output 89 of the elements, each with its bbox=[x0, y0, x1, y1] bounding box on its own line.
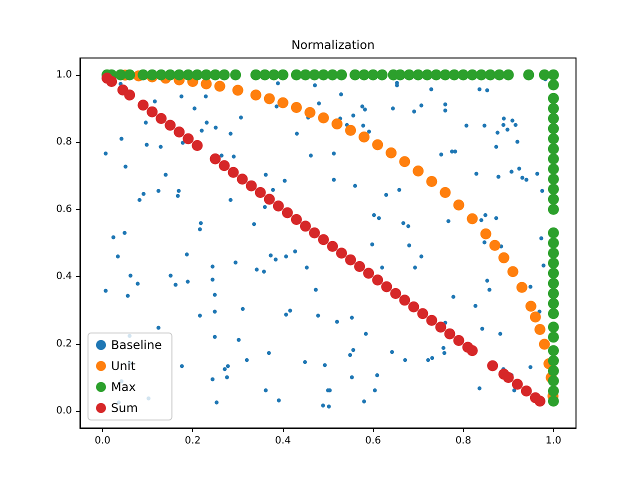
point bbox=[264, 194, 275, 205]
point bbox=[466, 345, 478, 356]
y-tick-label: 0.4 bbox=[56, 271, 72, 282]
point bbox=[417, 308, 428, 320]
point bbox=[453, 199, 464, 210]
point bbox=[502, 372, 514, 384]
point bbox=[327, 240, 338, 252]
legend-label: Unit bbox=[111, 359, 136, 373]
point bbox=[218, 160, 230, 172]
point bbox=[174, 126, 185, 138]
point bbox=[480, 228, 492, 240]
point bbox=[408, 301, 420, 312]
point bbox=[164, 120, 176, 131]
point bbox=[345, 124, 356, 136]
point bbox=[146, 106, 158, 118]
point bbox=[489, 240, 500, 251]
point bbox=[354, 261, 366, 272]
point bbox=[138, 100, 149, 111]
point bbox=[534, 324, 546, 335]
point bbox=[363, 268, 374, 279]
legend-label: Sum bbox=[111, 401, 138, 415]
y-tick-label: 0.6 bbox=[56, 204, 72, 215]
point bbox=[453, 335, 464, 346]
point bbox=[290, 214, 302, 225]
point bbox=[332, 118, 343, 130]
legend-label: Max bbox=[111, 380, 136, 394]
point bbox=[390, 288, 402, 299]
x-tick-label: 0.8 bbox=[455, 436, 472, 446]
point bbox=[399, 294, 410, 306]
point bbox=[282, 207, 293, 218]
point bbox=[435, 322, 446, 333]
point bbox=[466, 213, 478, 224]
point bbox=[200, 78, 212, 90]
y-tick-label: 0.0 bbox=[56, 406, 72, 417]
point bbox=[246, 180, 257, 192]
point bbox=[444, 328, 456, 340]
point bbox=[498, 252, 510, 264]
point bbox=[520, 386, 532, 396]
point bbox=[250, 90, 262, 100]
point bbox=[228, 166, 239, 178]
point bbox=[516, 282, 528, 293]
y-tick-label: 1.0 bbox=[56, 69, 72, 80]
point bbox=[525, 300, 536, 312]
point bbox=[534, 396, 546, 407]
point bbox=[290, 102, 302, 113]
point bbox=[487, 360, 498, 372]
point bbox=[210, 153, 221, 164]
point bbox=[412, 166, 424, 177]
point bbox=[507, 266, 518, 278]
point bbox=[264, 93, 275, 104]
point bbox=[232, 84, 244, 96]
legend-label: Baseline bbox=[111, 338, 162, 352]
point bbox=[318, 112, 329, 124]
point bbox=[372, 274, 384, 286]
point bbox=[440, 187, 451, 198]
point bbox=[399, 156, 410, 168]
point bbox=[336, 248, 348, 259]
point bbox=[426, 314, 438, 326]
point bbox=[386, 147, 397, 158]
point bbox=[318, 234, 329, 246]
point bbox=[214, 80, 226, 92]
x-tick-label: 0.0 bbox=[94, 436, 110, 446]
y-tick-label: 0.8 bbox=[56, 136, 72, 148]
y-tick-label: 0.2 bbox=[56, 338, 72, 350]
point bbox=[182, 133, 194, 144]
point bbox=[192, 140, 203, 151]
point bbox=[530, 312, 541, 322]
point bbox=[538, 338, 550, 350]
point bbox=[106, 76, 118, 88]
point bbox=[236, 174, 248, 185]
point bbox=[254, 187, 266, 198]
point bbox=[512, 378, 523, 390]
point bbox=[381, 281, 392, 292]
point bbox=[272, 200, 284, 212]
point bbox=[304, 106, 316, 118]
x-tick-label: 1.0 bbox=[546, 436, 562, 446]
point bbox=[358, 132, 370, 143]
x-tick-label: 0.6 bbox=[365, 436, 382, 446]
chart-title: Normalization bbox=[291, 38, 375, 52]
x-tick-label: 0.4 bbox=[274, 436, 291, 446]
point bbox=[345, 254, 356, 266]
point bbox=[372, 139, 384, 150]
point bbox=[426, 176, 438, 187]
point bbox=[156, 113, 167, 124]
x-tick-label: 0.2 bbox=[184, 436, 201, 446]
point bbox=[308, 227, 320, 238]
point bbox=[124, 90, 136, 100]
point bbox=[277, 97, 288, 108]
point bbox=[300, 220, 311, 232]
